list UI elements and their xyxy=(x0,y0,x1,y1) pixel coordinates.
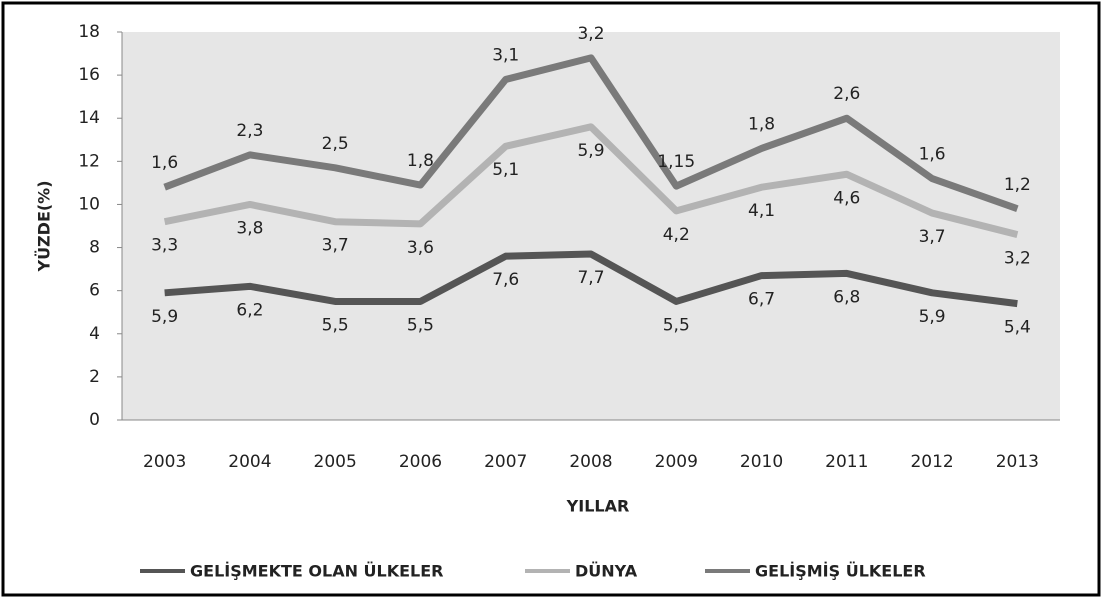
data-label: 1,6 xyxy=(919,145,946,165)
data-label: 6,2 xyxy=(236,300,263,320)
data-label: 1,8 xyxy=(407,151,434,171)
data-label: 4,2 xyxy=(663,225,690,245)
x-axis-title: YILLAR xyxy=(566,497,630,516)
x-tick-label: 2011 xyxy=(825,452,868,472)
y-tick-label: 14 xyxy=(78,108,100,128)
data-label: 2,5 xyxy=(322,134,349,154)
x-tick-label: 2005 xyxy=(314,452,357,472)
data-label: 1,6 xyxy=(151,153,178,173)
x-tick-label: 2013 xyxy=(996,452,1039,472)
data-label: 6,8 xyxy=(833,287,860,307)
x-tick-label: 2012 xyxy=(910,452,953,472)
x-tick-label: 2009 xyxy=(655,452,698,472)
data-label: 3,3 xyxy=(151,236,178,256)
data-label: 1,2 xyxy=(1004,175,1031,195)
x-tick-label: 2008 xyxy=(569,452,612,472)
data-label: 3,7 xyxy=(919,227,946,247)
y-tick-label: 4 xyxy=(89,324,100,344)
x-tick-label: 2003 xyxy=(143,452,186,472)
data-label: 3,8 xyxy=(236,218,263,238)
y-axis-title: YÜZDE(%) xyxy=(35,180,54,272)
series-line xyxy=(164,250,1018,308)
x-tick-label: 2007 xyxy=(484,452,527,472)
data-label: 2,6 xyxy=(833,84,860,104)
data-label: 7,6 xyxy=(492,270,519,290)
y-tick-label: 12 xyxy=(78,151,100,171)
legend-label: GELİŞMİŞ ÜLKELER xyxy=(755,562,926,581)
data-label: 6,7 xyxy=(748,290,775,310)
y-tick-label: 0 xyxy=(89,410,100,430)
legend-label: DÜNYA xyxy=(575,562,638,581)
data-label: 4,6 xyxy=(833,188,860,208)
data-label: 5,1 xyxy=(492,160,519,180)
data-label: 3,2 xyxy=(577,24,604,44)
y-tick-label: 8 xyxy=(89,238,100,258)
x-tick-label: 2010 xyxy=(740,452,783,472)
data-label: 1,8 xyxy=(748,114,775,134)
data-label: 5,9 xyxy=(577,141,604,161)
data-label: 5,5 xyxy=(322,315,349,335)
data-label: 1,15 xyxy=(657,152,695,172)
y-tick-label: 18 xyxy=(78,22,100,42)
y-tick-label: 10 xyxy=(78,194,100,214)
y-tick-label: 6 xyxy=(89,281,100,301)
data-label: 4,1 xyxy=(748,201,775,221)
data-label: 3,6 xyxy=(407,238,434,258)
data-label: 5,5 xyxy=(407,315,434,335)
data-label: 3,7 xyxy=(322,236,349,256)
legend-label: GELİŞMEKTE OLAN ÜLKELER xyxy=(190,562,444,581)
data-label: 2,3 xyxy=(236,121,263,141)
data-label: 7,7 xyxy=(577,268,604,288)
data-label: 5,9 xyxy=(919,307,946,327)
series-line xyxy=(163,123,1019,239)
plot-area xyxy=(122,32,1060,420)
data-label: 3,2 xyxy=(1004,249,1031,269)
data-label: 5,4 xyxy=(1004,318,1031,338)
y-tick-label: 2 xyxy=(89,367,100,387)
y-tick-label: 16 xyxy=(78,65,100,85)
data-label: 5,5 xyxy=(663,315,690,335)
data-label: 5,9 xyxy=(151,307,178,327)
data-label: 3,1 xyxy=(492,45,519,65)
x-tick-label: 2006 xyxy=(399,452,442,472)
x-tick-label: 2004 xyxy=(228,452,271,472)
series-line xyxy=(163,54,1019,213)
